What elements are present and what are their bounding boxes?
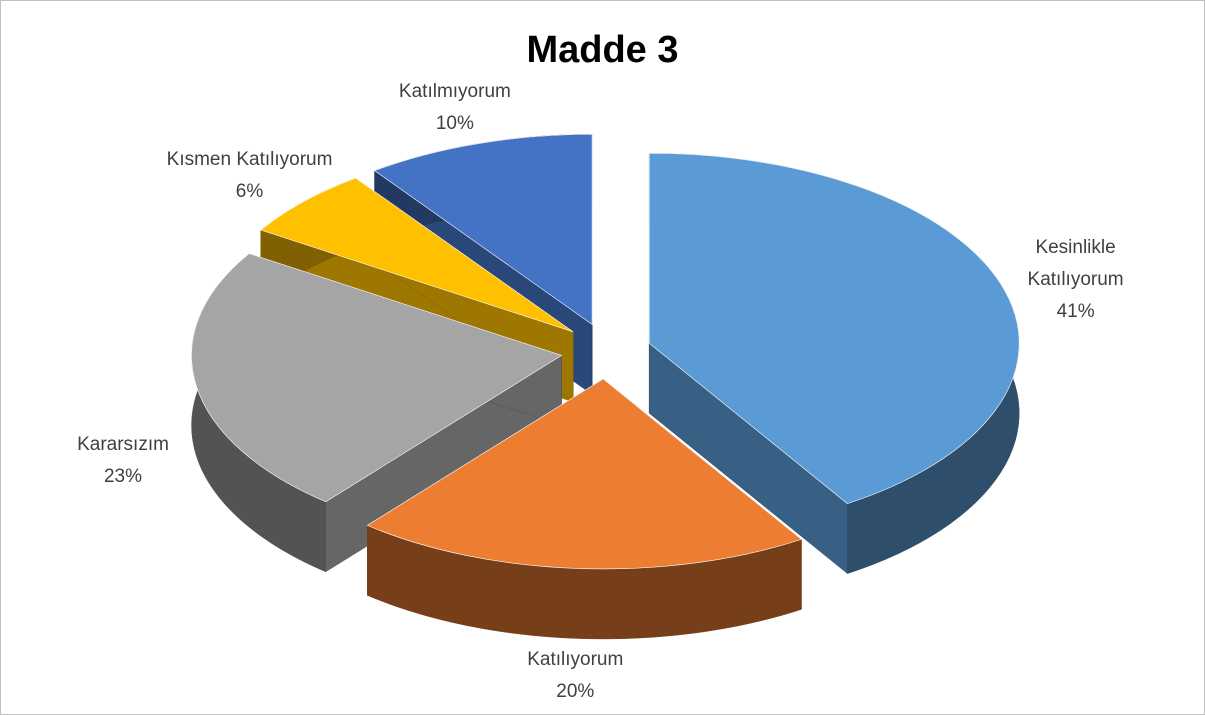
slice-top xyxy=(366,378,803,570)
data-label-name: Kısmen Katılıyorum xyxy=(166,148,333,170)
slice-top xyxy=(373,134,593,325)
data-label-value: 23% xyxy=(103,466,143,488)
data-label-value: 20% xyxy=(556,681,595,703)
data-label-value: 10% xyxy=(435,112,474,134)
slice-top xyxy=(191,253,563,503)
data-label: Kesinlikle Katılıyorum 41% xyxy=(1006,232,1146,328)
data-label-value: 41% xyxy=(1056,300,1095,322)
data-label-name: Kesinlikle Katılıyorum xyxy=(1027,236,1124,290)
data-label-name: Katılmıyorum xyxy=(398,80,511,102)
data-label: Kararsızım 23% xyxy=(77,429,169,493)
data-label-name: Katılıyorum xyxy=(527,649,624,671)
chart-title: Madde 3 xyxy=(526,29,679,71)
data-label: Kısmen Katılıyorum 6% xyxy=(167,144,333,208)
slice-top xyxy=(648,152,1020,504)
slice xyxy=(648,152,1020,575)
data-label: Katılıyorum 20% xyxy=(527,644,623,708)
slice-top xyxy=(260,177,574,333)
data-label: Katılmıyorum 10% xyxy=(399,76,511,140)
data-label-value: 6% xyxy=(235,180,264,202)
slice xyxy=(366,378,803,640)
data-label-name: Kararsızım xyxy=(77,434,169,456)
